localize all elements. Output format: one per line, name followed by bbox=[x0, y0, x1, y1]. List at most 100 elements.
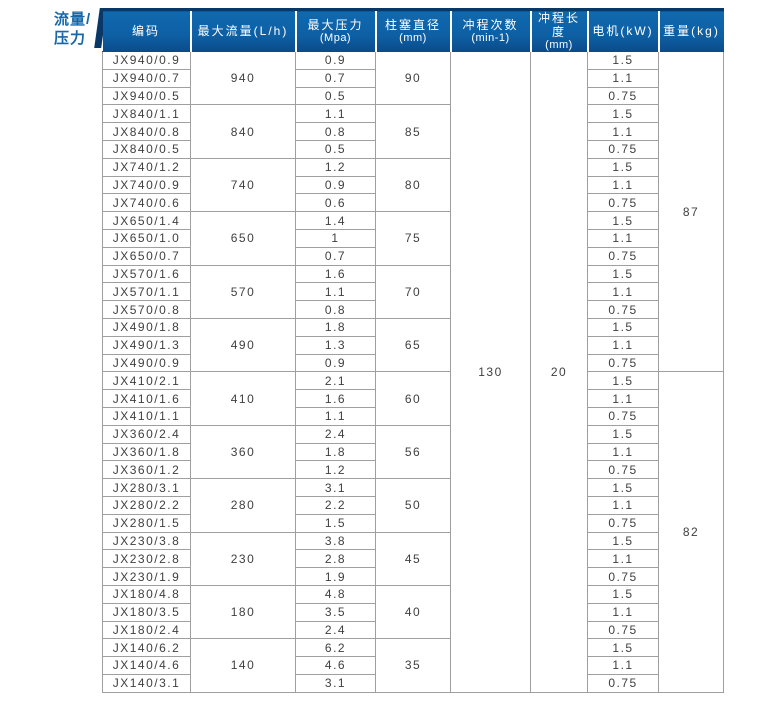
code-cell: JX230/2.8 bbox=[102, 549, 191, 569]
pressure-cell: 1 bbox=[295, 228, 376, 248]
code-cell: JX140/3.1 bbox=[102, 673, 191, 693]
code-cell: JX280/2.2 bbox=[102, 495, 191, 515]
pressure-cell: 1.1 bbox=[295, 406, 376, 426]
motor-cell: 1.1 bbox=[587, 549, 659, 569]
stroke-count-cell: 130 bbox=[450, 51, 531, 693]
pressure-cell: 3.5 bbox=[295, 602, 376, 622]
code-cell: JX940/0.9 bbox=[102, 51, 191, 70]
flow-cell: 280 bbox=[190, 478, 296, 533]
table-row: JX230/3.8 230 3.8 45 1.5 bbox=[102, 531, 724, 586]
table-row: JX140/3.1 3.1 0.75 bbox=[102, 673, 724, 693]
code-cell: JX180/2.4 bbox=[102, 620, 191, 640]
diameter-cell: 50 bbox=[375, 478, 451, 533]
flow-cell: 180 bbox=[190, 584, 296, 640]
weight-cell: 82 bbox=[658, 371, 724, 693]
stroke-length-cell: 20 bbox=[530, 51, 588, 693]
motor-cell: 1.5 bbox=[587, 317, 659, 337]
code-cell: JX180/3.5 bbox=[102, 602, 191, 622]
code-cell: JX360/2.4 bbox=[102, 424, 191, 444]
col-header-motor: 电机(kW) bbox=[586, 8, 659, 52]
motor-cell: 1.1 bbox=[587, 656, 659, 675]
pressure-cell: 1.9 bbox=[295, 567, 376, 586]
table-row: JX940/0.9 940 0.9 90 130 20 1.5 87 bbox=[102, 50, 724, 693]
code-cell: JX410/1.1 bbox=[102, 406, 191, 426]
code-cell: JX490/1.3 bbox=[102, 335, 191, 355]
page-title-line2: 压力 bbox=[54, 30, 87, 47]
pressure-cell: 0.5 bbox=[295, 139, 376, 159]
table-row: JX410/1.1 1.1 0.75 bbox=[102, 406, 724, 426]
code-cell: JX410/2.1 bbox=[102, 371, 191, 391]
motor-cell: 0.75 bbox=[587, 139, 659, 159]
pressure-cell: 3.1 bbox=[295, 673, 376, 693]
table-row: JX740/0.9 0.9 1.1 bbox=[102, 175, 724, 195]
code-cell: JX230/3.8 bbox=[102, 531, 191, 551]
diameter-cell: 75 bbox=[375, 211, 451, 266]
motor-cell: 0.75 bbox=[587, 246, 659, 266]
pressure-cell: 1.4 bbox=[295, 211, 376, 230]
code-cell: JX650/1.0 bbox=[102, 228, 191, 248]
table-row: JX650/1.0 1 1.1 bbox=[102, 228, 724, 248]
motor-cell: 1.5 bbox=[587, 157, 659, 177]
code-cell: JX280/3.1 bbox=[102, 478, 191, 497]
code-cell: JX490/1.8 bbox=[102, 317, 191, 337]
motor-cell: 0.75 bbox=[587, 300, 659, 319]
motor-cell: 1.5 bbox=[587, 51, 659, 70]
table-body: JX940/0.9 940 0.9 90 130 20 1.5 87 JX940/0.7 0.7 1… bbox=[102, 50, 724, 693]
pressure-cell: 0.6 bbox=[295, 193, 376, 213]
motor-cell: 1.5 bbox=[587, 638, 659, 658]
diameter-cell: 80 bbox=[375, 157, 451, 213]
motor-cell: 0.75 bbox=[587, 193, 659, 213]
pressure-cell: 1.1 bbox=[295, 104, 376, 124]
table-row: JX840/1.1 840 1.1 85 1.5 bbox=[102, 104, 724, 159]
code-cell: JX650/1.4 bbox=[102, 211, 191, 230]
col-header-code: 编码 bbox=[102, 8, 191, 52]
code-cell: JX840/0.8 bbox=[102, 122, 191, 141]
flow-cell: 650 bbox=[190, 211, 296, 266]
code-cell: JX360/1.8 bbox=[102, 442, 191, 462]
table-row: JX840/0.5 0.5 0.75 bbox=[102, 139, 724, 159]
table-row: JX140/6.2 140 6.2 35 1.5 bbox=[102, 638, 724, 693]
table-row: JX940/0.5 0.5 0.75 bbox=[102, 86, 724, 106]
diameter-cell: 40 bbox=[375, 584, 451, 640]
table-row: JX410/2.1 410 2.1 60 1.5 82 bbox=[102, 371, 724, 693]
code-cell: JX570/0.8 bbox=[102, 300, 191, 319]
code-cell: JX410/1.6 bbox=[102, 389, 191, 408]
diameter-cell: 90 bbox=[375, 50, 451, 106]
col-header-stroke-length-label: 冲程长度 bbox=[537, 11, 580, 39]
table-row: JX410/1.6 1.6 1.1 bbox=[102, 389, 724, 408]
code-cell: JX280/1.5 bbox=[102, 513, 191, 533]
flow-cell: 840 bbox=[190, 104, 296, 159]
table-row: JX360/1.2 1.2 0.75 bbox=[102, 460, 724, 480]
pressure-cell: 1.6 bbox=[295, 389, 376, 408]
pressure-cell: 0.9 bbox=[295, 175, 376, 195]
table-row: JX570/0.8 0.8 0.75 bbox=[102, 300, 724, 319]
motor-cell: 1.5 bbox=[587, 584, 659, 604]
pressure-cell: 1.6 bbox=[295, 264, 376, 284]
col-header-stroke-length: 冲程长度 (mm) bbox=[529, 8, 588, 52]
table-row: JX740/0.6 0.6 0.75 bbox=[102, 193, 724, 213]
pressure-cell: 0.8 bbox=[295, 122, 376, 141]
motor-cell: 0.75 bbox=[587, 86, 659, 106]
table-row: JX650/1.4 650 1.4 75 1.5 bbox=[102, 211, 724, 266]
code-cell: JX840/1.1 bbox=[102, 104, 191, 124]
col-header-code-label: 编码 bbox=[131, 23, 160, 38]
pressure-cell: 0.9 bbox=[295, 353, 376, 373]
table-row: JX230/1.9 1.9 0.75 bbox=[102, 567, 724, 586]
pressure-cell: 1.5 bbox=[295, 513, 376, 533]
motor-cell: 0.75 bbox=[587, 406, 659, 426]
table-row: JX490/1.8 490 1.8 65 1.5 bbox=[102, 317, 724, 373]
motor-cell: 1.1 bbox=[587, 442, 659, 462]
table-row: JX280/2.2 2.2 1.1 bbox=[102, 495, 724, 515]
motor-cell: 1.5 bbox=[587, 211, 659, 230]
col-header-max-pressure: 最大压力 (Mpa) bbox=[294, 8, 376, 52]
pressure-cell: 1.8 bbox=[295, 317, 376, 337]
pressure-cell: 6.2 bbox=[295, 638, 376, 658]
col-header-max-flow: 最大流量(L/h) bbox=[189, 8, 296, 52]
table-row: JX940/0.7 0.7 1.1 bbox=[102, 68, 724, 88]
diameter-cell: 45 bbox=[375, 531, 451, 586]
pressure-cell: 3.1 bbox=[295, 478, 376, 497]
pressure-cell: 1.2 bbox=[295, 460, 376, 480]
table-row: JX280/3.1 280 3.1 50 1.5 bbox=[102, 478, 724, 533]
code-cell: JX940/0.7 bbox=[102, 68, 191, 88]
pressure-cell: 2.1 bbox=[295, 371, 376, 391]
